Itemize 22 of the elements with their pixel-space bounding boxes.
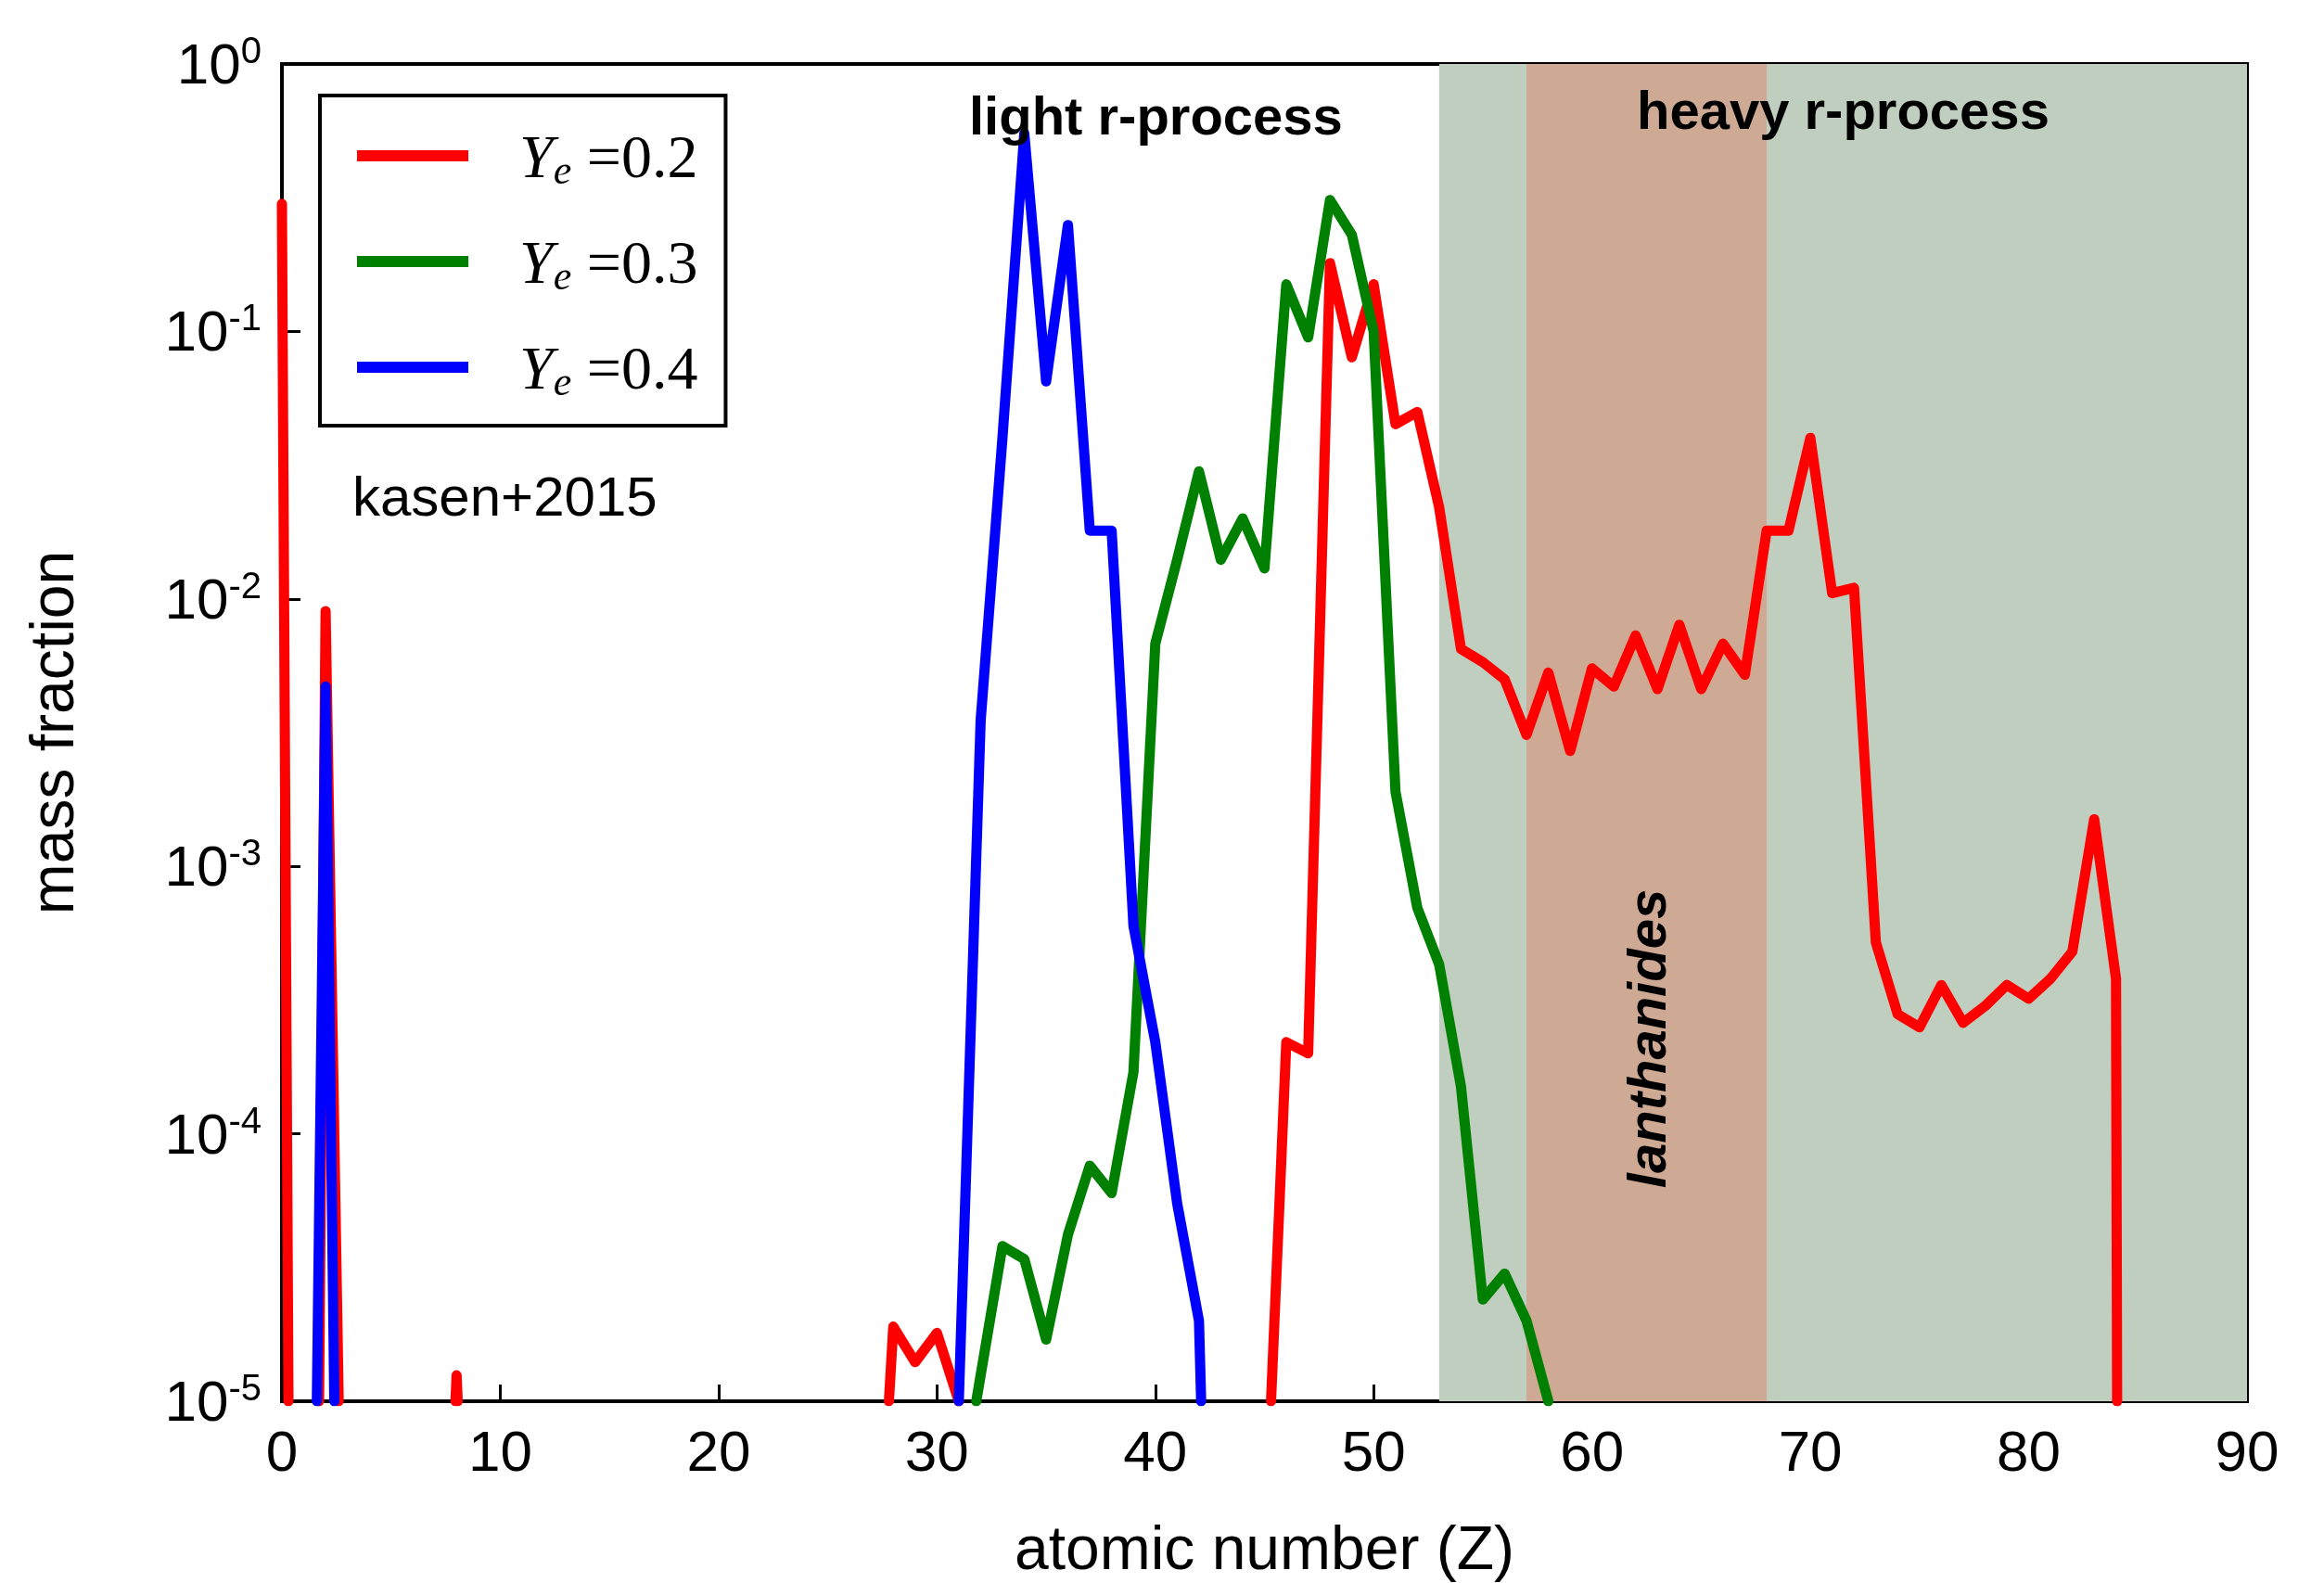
x-axis-title: atomic number (Z) [1014,1513,1515,1582]
x-tick-label: 90 [2215,1418,2279,1483]
y-axis-title: mass fraction [18,550,86,915]
x-tick-label: 30 [904,1418,969,1483]
x-tick-label: 80 [1997,1418,2062,1483]
x-tick-label: 50 [1341,1418,1406,1483]
y-tick-label: 10$^{-5}$ [164,1367,262,1433]
annotation: light r-process [969,84,1343,146]
y-tick-label: 10$^{-1}$ [164,297,262,364]
x-tick-label: 70 [1778,1418,1843,1483]
x-tick-label: 40 [1123,1418,1188,1483]
x-tick-label: 20 [686,1418,751,1483]
band-label: lanthanides [1616,888,1678,1189]
y-tick-label: 10$^{-4}$ [164,1099,262,1166]
y-tick-label: 10$^{-3}$ [164,832,262,899]
x-tick-label: 10 [467,1418,532,1483]
band-label: heavy r-process [1636,79,2049,140]
y-tick-label: 10$^{-2}$ [164,564,262,631]
x-tick-label: 0 [265,1418,299,1483]
x-tick-label: 60 [1560,1418,1625,1483]
annotation: kasen+2015 [352,465,658,528]
y-tick-label: 10$^{0}$ [176,30,262,96]
